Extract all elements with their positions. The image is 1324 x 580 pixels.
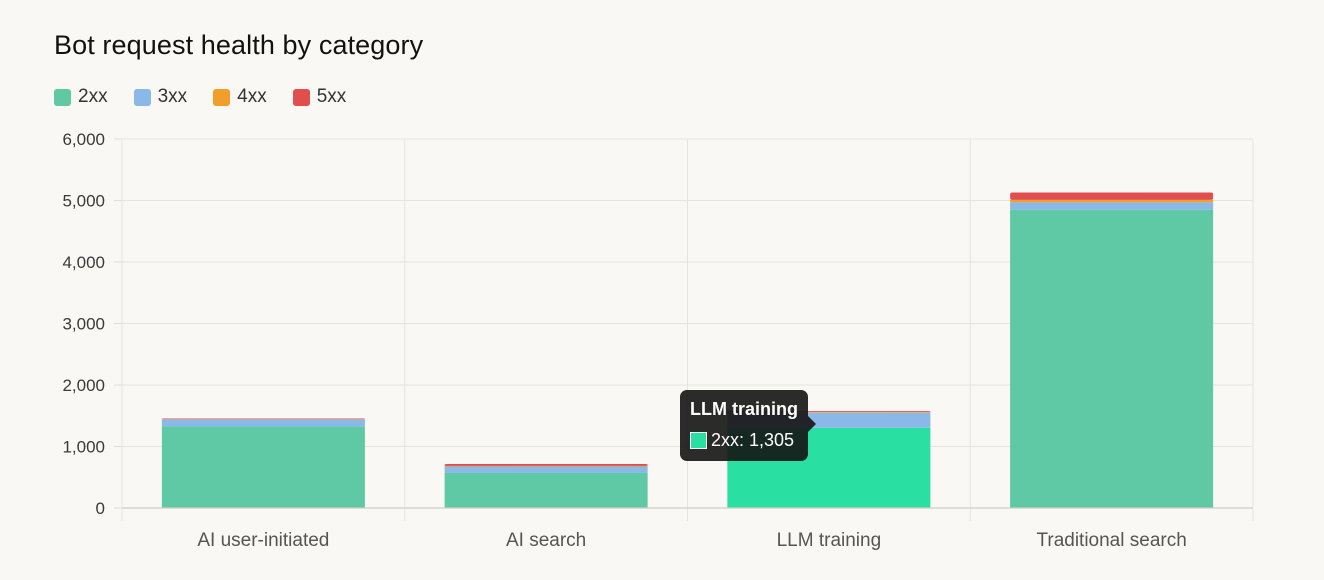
legend-swatch [54, 88, 71, 106]
legend: 2xx 3xx 4xx 5xx [54, 86, 346, 108]
legend-item-5xx[interactable]: 5xx [292, 86, 347, 108]
chart-title: Bot request health by category [54, 30, 424, 60]
legend-swatch [292, 88, 310, 106]
y-tick-label: 4,000 [62, 253, 105, 272]
bar-3xx-0[interactable] [161, 419, 365, 427]
tooltip-title: LLM training [690, 399, 798, 419]
bar-5xx-3[interactable] [1010, 192, 1214, 200]
bar-2xx-3[interactable] [1010, 209, 1214, 508]
bar-3xx-1[interactable] [444, 466, 648, 473]
tooltip: LLM training 2xx: 1,305 [680, 390, 816, 461]
y-tick-label: 0 [96, 499, 105, 518]
bar-4xx-3[interactable] [1010, 199, 1214, 203]
legend-swatch [213, 88, 231, 106]
y-tick-label: 3,000 [62, 315, 105, 334]
bar-2xx-1[interactable] [444, 472, 648, 508]
x-tick-label: AI user-initiated [197, 530, 329, 551]
bar-4xx-1[interactable] [444, 465, 648, 467]
legend-item-4xx[interactable]: 4xx [213, 86, 267, 108]
legend-label: 5xx [316, 86, 347, 107]
bar-2xx-0[interactable] [161, 426, 365, 508]
legend-label: 4xx [237, 86, 267, 107]
bar-4xx-2[interactable] [727, 412, 931, 413]
y-tick-label: 2,000 [62, 376, 105, 395]
legend-swatch [133, 88, 151, 106]
bar-4xx-0[interactable] [161, 418, 365, 420]
legend-label: 3xx [157, 86, 188, 107]
x-tick-label: LLM training [777, 530, 882, 551]
legend-item-3xx[interactable]: 3xx [133, 86, 188, 108]
x-tick-label: Traditional search [1036, 530, 1186, 551]
tooltip-swatch [690, 432, 707, 449]
legend-label: 2xx [78, 86, 108, 107]
bar-5xx-1[interactable] [444, 464, 648, 466]
bar-3xx-3[interactable] [1010, 202, 1214, 210]
legend-item-2xx[interactable]: 2xx [54, 86, 108, 108]
x-tick-label: AI search [506, 530, 586, 551]
tooltip-value: 2xx: 1,305 [711, 430, 795, 450]
y-tick-label: 1,000 [62, 438, 105, 457]
y-tick-label: 6,000 [62, 130, 105, 149]
bar-5xx-0[interactable] [161, 418, 365, 420]
y-tick-label: 5,000 [62, 192, 105, 211]
